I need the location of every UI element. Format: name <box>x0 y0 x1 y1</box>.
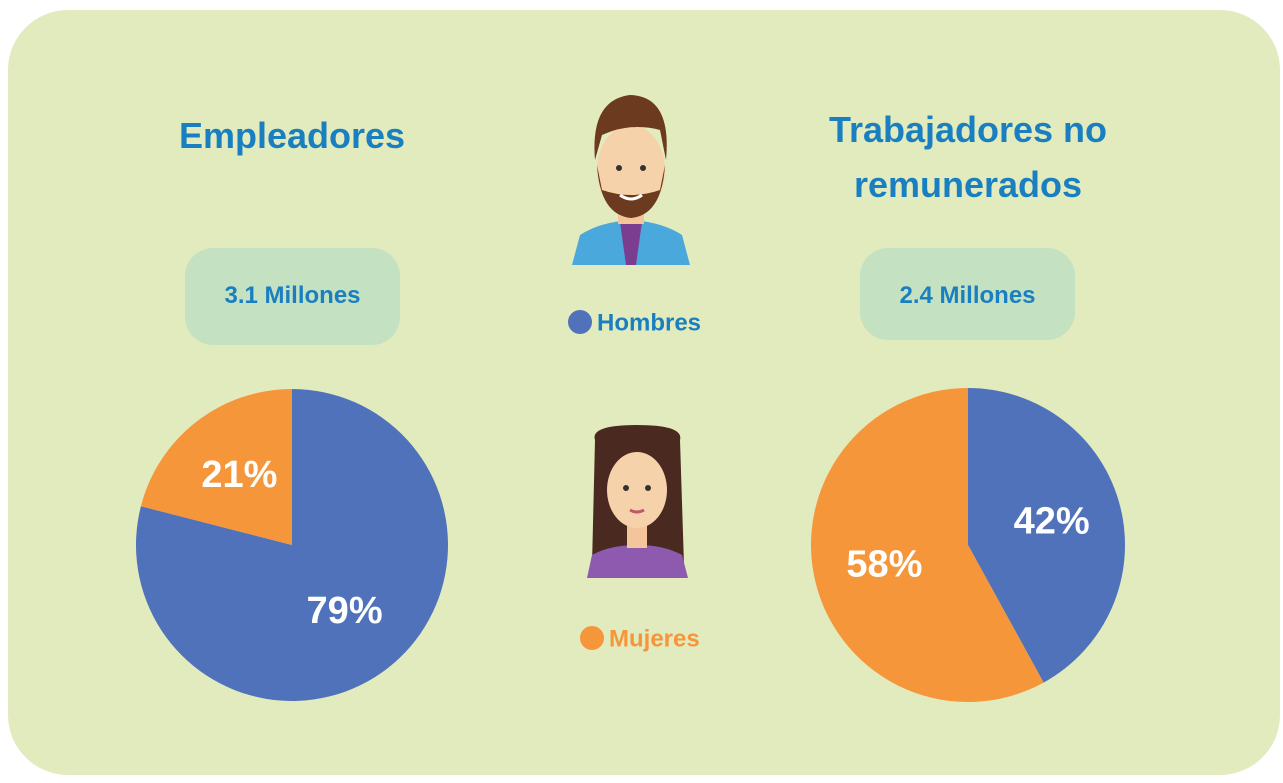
value-label: 79% <box>307 590 383 632</box>
badge <box>185 248 400 345</box>
legend-label: Mujeres <box>609 625 700 652</box>
value-label: 58% <box>846 544 922 586</box>
pie-slice <box>140 389 292 545</box>
chart-title: Empleadores <box>178 115 406 156</box>
value-label: 21% <box>201 454 277 496</box>
legend-swatch <box>580 626 604 650</box>
value-label: 42% <box>1014 501 1090 543</box>
pie-slice <box>811 388 1044 702</box>
woman-icon <box>587 425 688 578</box>
man-icon <box>572 95 690 265</box>
legend-swatch <box>568 310 592 334</box>
pie-slice <box>968 388 1126 683</box>
legend-label: Hombres <box>597 309 701 336</box>
chart-subtitle: 2.4 Millones <box>899 282 1036 309</box>
badge <box>860 248 1075 340</box>
chart-subtitle: 3.1 Millones <box>224 282 361 309</box>
chart-title: Trabajadores no remunerados <box>828 109 1108 205</box>
